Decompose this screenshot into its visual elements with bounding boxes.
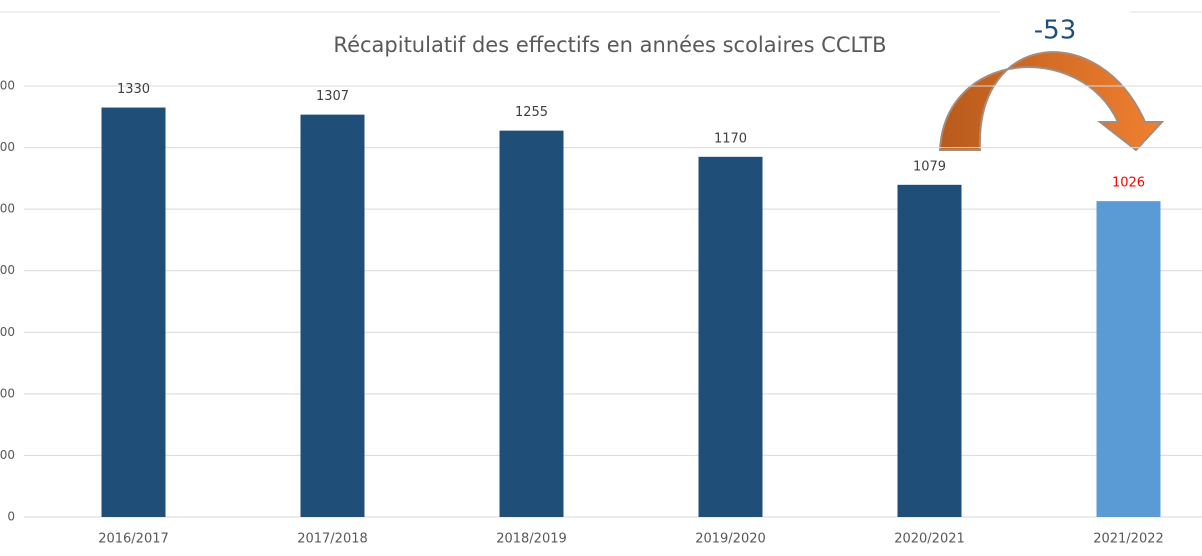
x-tick-label: 2021/2022 — [1093, 532, 1164, 547]
y-tick-label: 200 — [0, 448, 15, 462]
x-tick-label: 2018/2019 — [496, 532, 567, 547]
data-label: 1255 — [515, 105, 548, 120]
data-label: 1170 — [714, 131, 747, 146]
data-label: 1026 — [1112, 176, 1145, 191]
y-tick-label: 1000 — [0, 202, 15, 216]
change-annotation: -53 — [1034, 16, 1076, 46]
x-tick-label: 2019/2020 — [695, 532, 766, 547]
chart-title: Récapitulatif des effectifs en années sc… — [333, 33, 886, 57]
y-tick-label: 800 — [0, 263, 15, 277]
y-tick-label: 1200 — [0, 140, 15, 154]
y-tick-label: 400 — [0, 386, 15, 400]
data-label: 1307 — [316, 89, 349, 104]
y-tick-label: 0 — [7, 510, 15, 524]
bar — [101, 107, 166, 518]
x-tick-label: 2017/2018 — [297, 532, 368, 547]
bar — [300, 114, 365, 518]
change-arrow — [938, 51, 1165, 152]
bar — [1096, 201, 1161, 518]
x-tick-label: 2016/2017 — [98, 532, 169, 547]
bar — [499, 130, 564, 517]
data-label: 1330 — [117, 82, 150, 97]
y-tick-label: 1400 — [0, 79, 15, 93]
x-tick-label: 2020/2021 — [894, 532, 965, 547]
bar — [897, 184, 962, 517]
bar — [698, 156, 763, 518]
y-tick-label: 600 — [0, 325, 15, 339]
data-label: 1079 — [913, 159, 946, 174]
